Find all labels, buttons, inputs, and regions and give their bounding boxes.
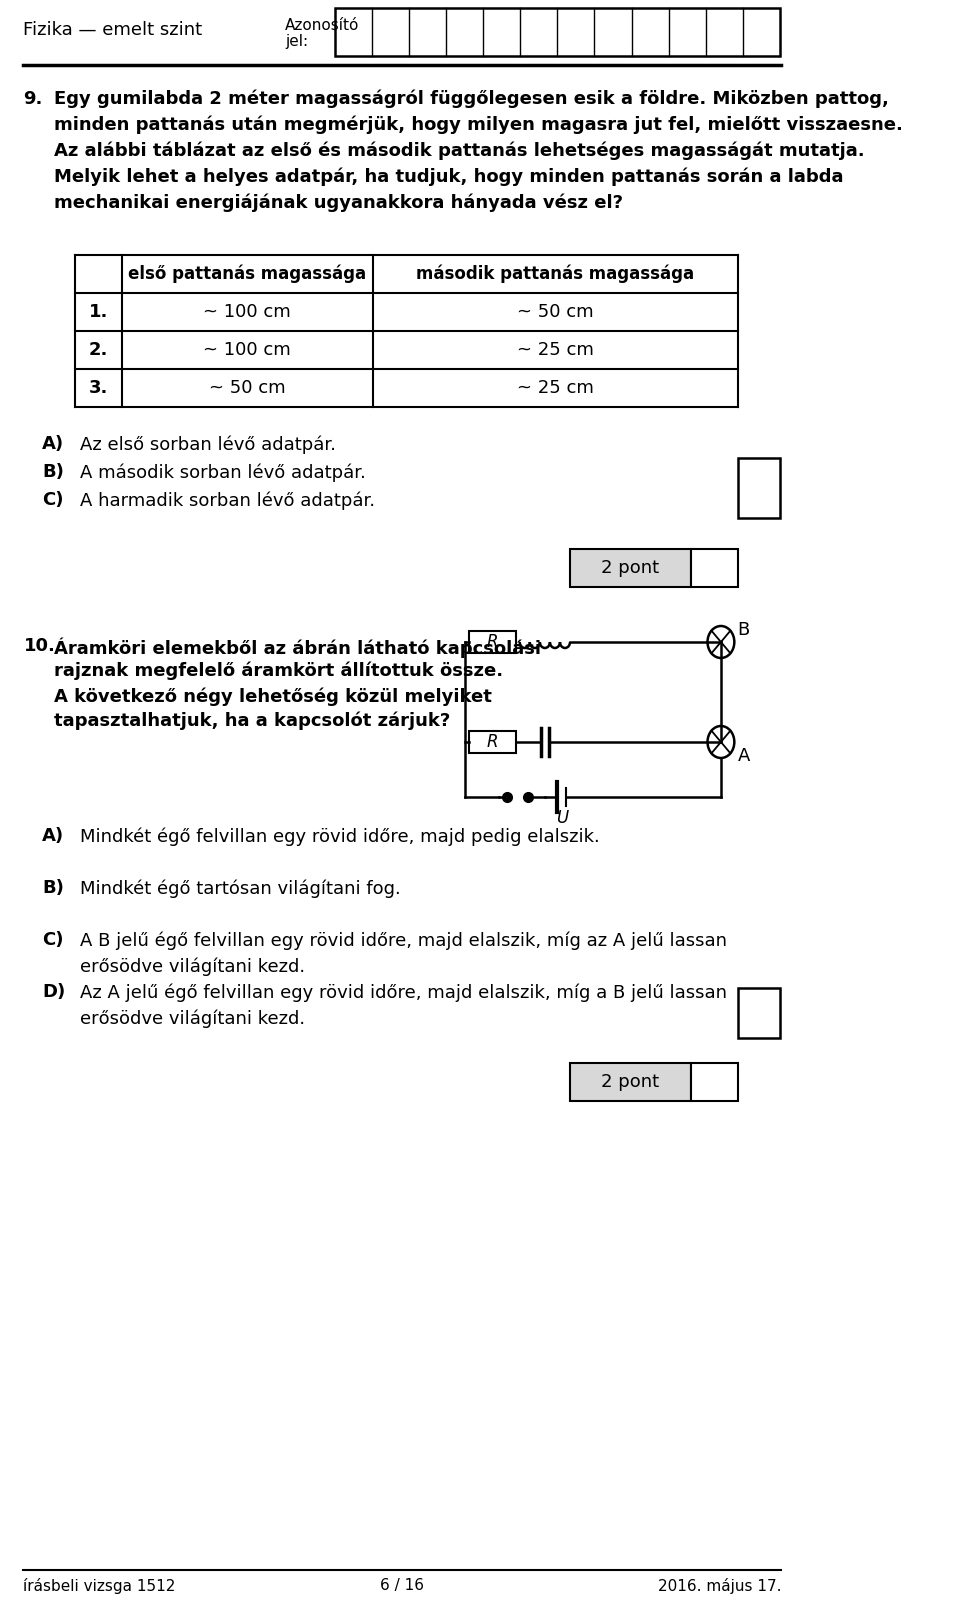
Text: ~ 25 cm: ~ 25 cm — [516, 340, 594, 360]
Bar — [469, 731, 516, 753]
Text: Fizika — emelt szint: Fizika — emelt szint — [23, 21, 203, 39]
Bar — [691, 548, 737, 587]
Text: A következő négy lehetőség közül melyiket: A következő négy lehetőség közül melyike… — [55, 687, 492, 705]
Text: A): A) — [42, 436, 64, 453]
Bar — [737, 458, 780, 518]
Text: B): B) — [42, 463, 63, 481]
Text: mechanikai energiájának ugyanakkora hányada vész el?: mechanikai energiájának ugyanakkora hány… — [55, 194, 623, 213]
Bar — [570, 1063, 691, 1102]
Text: ~ 100 cm: ~ 100 cm — [204, 303, 291, 321]
Text: 3.: 3. — [89, 379, 108, 397]
Text: Mindkét égő tartósan világítani fog.: Mindkét égő tartósan világítani fog. — [80, 879, 400, 897]
Text: A): A) — [42, 827, 64, 845]
Text: Mindkét égő felvillan egy rövid időre, majd pedig elalszik.: Mindkét égő felvillan egy rövid időre, m… — [80, 827, 599, 845]
Text: ~ 25 cm: ~ 25 cm — [516, 379, 594, 397]
Text: 2.: 2. — [89, 340, 108, 360]
Text: ~ 50 cm: ~ 50 cm — [209, 379, 286, 397]
Text: U: U — [556, 810, 567, 827]
Text: jel:: jel: — [285, 34, 308, 48]
Text: A B jelű égő felvillan egy rövid időre, majd elalszik, míg az A jelű lassan: A B jelű égő felvillan egy rövid időre, … — [80, 931, 727, 950]
Bar — [737, 989, 780, 1039]
Text: Áramköri elemekből az ábrán látható kapcsolási: Áramköri elemekből az ábrán látható kapc… — [55, 637, 541, 658]
Text: Melyik lehet a helyes adatpár, ha tudjuk, hogy minden pattanás során a labda: Melyik lehet a helyes adatpár, ha tudjuk… — [55, 168, 844, 187]
Text: Azonosító: Azonosító — [285, 18, 359, 32]
Text: B): B) — [42, 879, 63, 897]
Text: A harmadik sorban lévő adatpár.: A harmadik sorban lévő adatpár. — [80, 490, 374, 510]
Text: A második sorban lévő adatpár.: A második sorban lévő adatpár. — [80, 463, 366, 482]
Text: 2016. május 17.: 2016. május 17. — [658, 1578, 781, 1594]
Bar — [691, 1063, 737, 1102]
Text: Egy gumilabda 2 méter magasságról függőlegesen esik a földre. Miközben pattog,: Egy gumilabda 2 méter magasságról függől… — [55, 90, 889, 108]
Text: C): C) — [42, 931, 63, 948]
Bar — [469, 631, 516, 653]
Bar — [570, 548, 691, 587]
Text: 2 pont: 2 pont — [601, 560, 660, 577]
Text: 9.: 9. — [23, 90, 43, 108]
Text: első pattanás magassága: első pattanás magassága — [129, 265, 367, 284]
Text: erősödve világítani kezd.: erősödve világítani kezd. — [80, 1010, 304, 1027]
Text: rajznak megfelelő áramkört állítottuk össze.: rajznak megfelelő áramkört állítottuk ös… — [55, 661, 504, 681]
Bar — [335, 8, 780, 56]
Text: Az első sorban lévő adatpár.: Az első sorban lévő adatpár. — [80, 436, 336, 453]
Text: ~ 100 cm: ~ 100 cm — [204, 340, 291, 360]
Text: írásbeli vizsga 1512: írásbeli vizsga 1512 — [23, 1578, 176, 1594]
Text: C): C) — [42, 490, 63, 510]
Text: Az alábbi táblázat az első és második pattanás lehetséges magasságát mutatja.: Az alábbi táblázat az első és második pa… — [55, 142, 865, 161]
Text: 1.: 1. — [89, 303, 108, 321]
Text: erősödve világítani kezd.: erősödve világítani kezd. — [80, 957, 304, 976]
Text: 10.: 10. — [23, 637, 56, 655]
Text: B: B — [737, 621, 750, 639]
Text: tapasztalhatjuk, ha a kapcsolót zárjuk?: tapasztalhatjuk, ha a kapcsolót zárjuk? — [55, 711, 451, 731]
Text: 6 / 16: 6 / 16 — [380, 1578, 424, 1594]
Text: R: R — [487, 732, 498, 752]
Text: 2 pont: 2 pont — [601, 1073, 660, 1090]
Text: Az A jelű égő felvillan egy rövid időre, majd elalszik, míg a B jelű lassan: Az A jelű égő felvillan egy rövid időre,… — [80, 982, 727, 1002]
Text: minden pattanás után megmérjük, hogy milyen magasra jut fel, mielőtt visszaesne.: minden pattanás után megmérjük, hogy mil… — [55, 116, 903, 134]
Text: ~ 50 cm: ~ 50 cm — [517, 303, 593, 321]
Text: R: R — [487, 632, 498, 652]
Text: második pattanás magassága: második pattanás magassága — [417, 265, 694, 284]
Text: A: A — [737, 747, 750, 765]
Text: D): D) — [42, 982, 65, 1002]
